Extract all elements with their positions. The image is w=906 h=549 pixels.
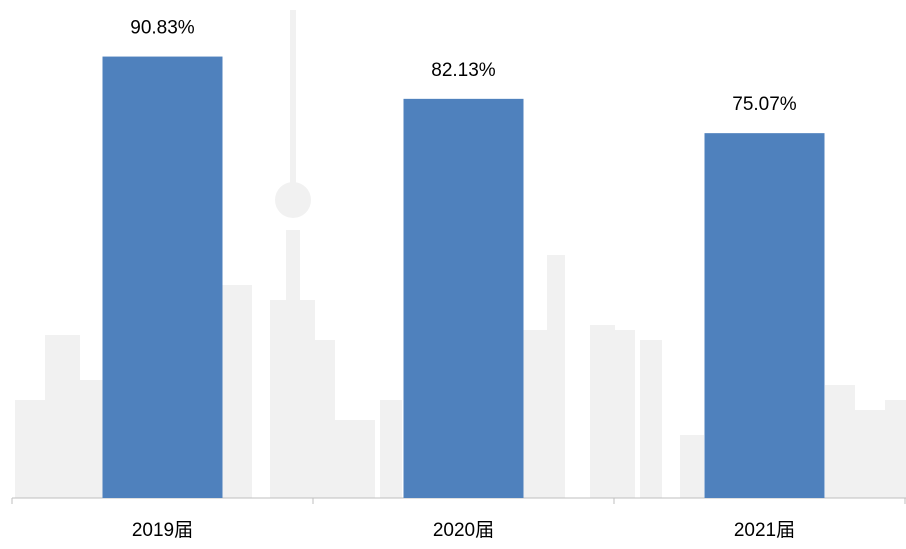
x-tick-label: 2020届 <box>433 520 494 541</box>
value-label: 90.83% <box>130 18 195 39</box>
x-tick-label: 2021届 <box>734 520 795 541</box>
value-label: 75.07% <box>732 94 797 115</box>
value-label: 82.13% <box>431 60 496 81</box>
bar <box>403 98 524 498</box>
bar <box>704 133 825 499</box>
skyline-background <box>15 10 906 498</box>
bar <box>102 56 223 499</box>
x-tick-label: 2019届 <box>132 520 193 541</box>
